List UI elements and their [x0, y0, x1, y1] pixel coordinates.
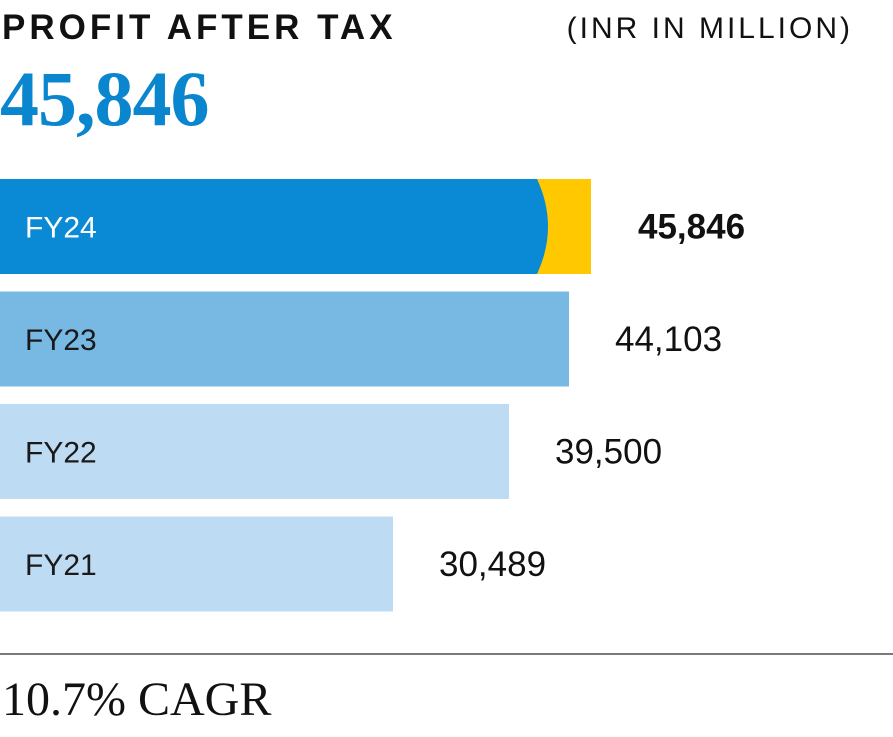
cagr-label: 10.7% CAGR: [2, 673, 272, 726]
headline-value: 45,846: [0, 55, 209, 142]
bar-label-fy24: FY24: [25, 212, 97, 245]
chart-title: PROFIT AFTER TAX: [2, 8, 397, 47]
value-label-fy21: 30,489: [439, 545, 546, 584]
bar-fy23: [0, 291, 569, 387]
bar-label-fy21: FY21: [25, 549, 97, 582]
value-label-fy22: 39,500: [555, 433, 662, 472]
value-label-fy23: 44,103: [615, 320, 722, 359]
unit-label: (INR IN MILLION): [566, 12, 853, 45]
divider-line: [0, 653, 893, 655]
bar-label-fy22: FY22: [25, 437, 97, 470]
bar-label-fy23: FY23: [25, 324, 97, 357]
value-label-fy24: 45,846: [638, 208, 745, 247]
bar-fy21: [0, 516, 393, 612]
bar-chart: FY24 45,846 FY23 44,103 FY22 39,500 FY21 30,489: [0, 179, 745, 612]
bar-fy22: [0, 404, 509, 499]
bar-fy24: [0, 179, 548, 274]
